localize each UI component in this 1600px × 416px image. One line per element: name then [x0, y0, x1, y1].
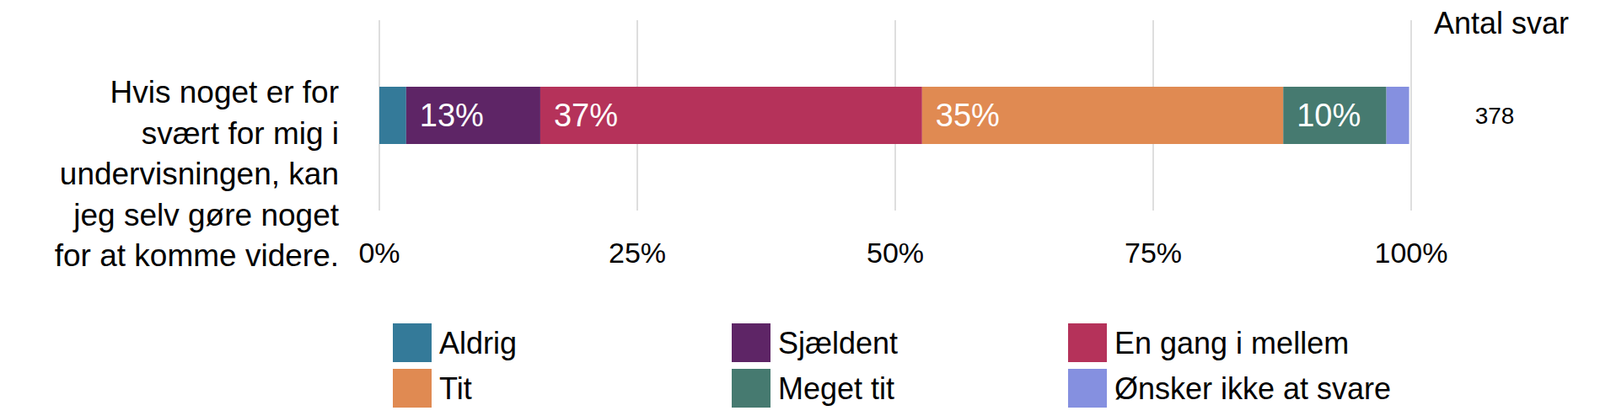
bar-segment: [379, 86, 407, 145]
data-label: 13%: [419, 97, 484, 134]
category-line: undervisningen, kan: [59, 156, 339, 192]
legend-label: Tit: [439, 371, 473, 407]
legend-label: En gang i mellem: [1114, 326, 1349, 361]
category-label: Hvis noget er for svært for mig i undervis…: [54, 75, 340, 274]
tick-label: 0%: [358, 236, 400, 269]
bar-segment: [922, 86, 1284, 145]
data-label: 35%: [935, 97, 1000, 134]
category-line: jeg selv gøre noget: [72, 198, 339, 233]
bar-segment: [406, 86, 541, 145]
grid-line: [1410, 20, 1412, 211]
bar-segment: [540, 86, 923, 145]
legend-swatch: [392, 369, 432, 409]
bar-segment: [1283, 86, 1386, 145]
legend-item: Tit: [392, 369, 473, 409]
legend-swatch: [1068, 323, 1107, 363]
tick-label: 75%: [1124, 236, 1182, 269]
legend-item: Aldrig: [392, 323, 517, 363]
data-label: 37%: [553, 97, 618, 134]
category-line: for at komme videre.: [54, 238, 339, 274]
legend-label: Aldrig: [439, 326, 517, 361]
bars: [379, 86, 1410, 145]
chart: 0% 25% 50% 75% 100% 13% 37% 35% 10% Hvis noget er…: [0, 0, 1600, 416]
tick-label: 100%: [1374, 236, 1449, 269]
tick-label: 25%: [608, 236, 666, 269]
count: 378: [1475, 102, 1515, 129]
category-line: Hvis noget er for: [110, 75, 339, 110]
category-line: svært for mig i: [141, 116, 339, 151]
legend-item: Meget tit: [731, 369, 895, 409]
count-title: Antal svar: [1433, 5, 1569, 41]
tick-label: 50%: [866, 236, 924, 269]
data-label: 10%: [1296, 97, 1361, 134]
data-labels: 13% 37% 35% 10%: [419, 97, 1361, 134]
bar-segment: [1386, 86, 1410, 145]
legend-swatch: [1068, 369, 1107, 409]
legend-label: Ønsker ikke at svare: [1114, 371, 1391, 407]
legend-swatch: [731, 323, 771, 363]
legend-label: Meget tit: [778, 371, 895, 407]
legend-item: Ønsker ikke at svare: [1068, 369, 1391, 409]
legend-swatch: [731, 369, 771, 409]
legend-label: Sjældent: [778, 326, 898, 361]
legend-item: En gang i mellem: [1068, 323, 1349, 363]
legend-item: Sjældent: [731, 323, 898, 363]
legend-swatch: [392, 323, 432, 363]
